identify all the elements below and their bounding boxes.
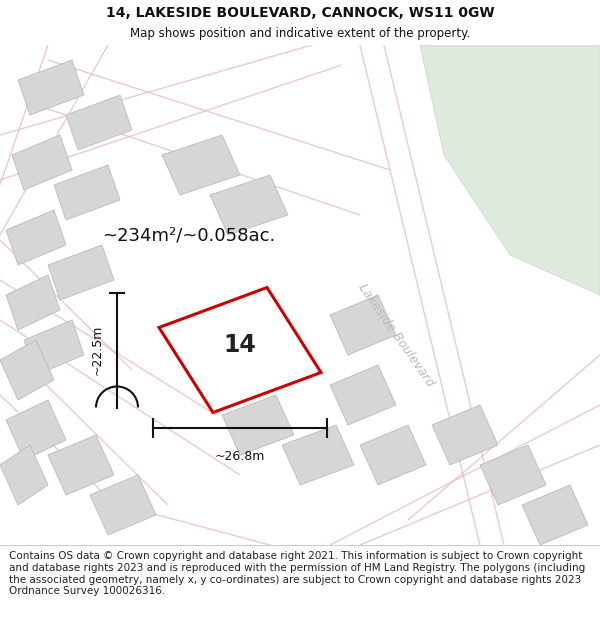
Polygon shape: [330, 365, 396, 425]
Polygon shape: [24, 320, 84, 375]
Polygon shape: [12, 135, 72, 190]
Polygon shape: [480, 445, 546, 505]
Text: Map shows position and indicative extent of the property.: Map shows position and indicative extent…: [130, 28, 470, 40]
Text: Lakeside Boulevard: Lakeside Boulevard: [356, 281, 436, 389]
Polygon shape: [162, 135, 240, 195]
Text: ~234m²/~0.058ac.: ~234m²/~0.058ac.: [102, 226, 275, 244]
Polygon shape: [222, 395, 294, 455]
Polygon shape: [6, 400, 66, 460]
Text: ~26.8m: ~26.8m: [215, 450, 265, 463]
Polygon shape: [0, 340, 54, 400]
Polygon shape: [18, 60, 84, 115]
Text: 14, LAKESIDE BOULEVARD, CANNOCK, WS11 0GW: 14, LAKESIDE BOULEVARD, CANNOCK, WS11 0G…: [106, 6, 494, 19]
Polygon shape: [330, 295, 396, 355]
Polygon shape: [6, 210, 66, 265]
Text: Contains OS data © Crown copyright and database right 2021. This information is : Contains OS data © Crown copyright and d…: [9, 551, 585, 596]
Text: ~22.5m: ~22.5m: [91, 325, 104, 375]
Polygon shape: [420, 45, 600, 295]
Polygon shape: [210, 175, 288, 235]
Polygon shape: [90, 475, 156, 535]
Polygon shape: [522, 485, 588, 545]
Polygon shape: [432, 405, 498, 465]
Polygon shape: [54, 165, 120, 220]
Polygon shape: [48, 435, 114, 495]
Polygon shape: [48, 245, 114, 300]
Text: 14: 14: [224, 333, 256, 357]
Polygon shape: [360, 425, 426, 485]
Polygon shape: [0, 445, 48, 505]
Polygon shape: [159, 288, 321, 412]
Polygon shape: [282, 425, 354, 485]
Polygon shape: [66, 95, 132, 150]
Polygon shape: [6, 275, 60, 330]
